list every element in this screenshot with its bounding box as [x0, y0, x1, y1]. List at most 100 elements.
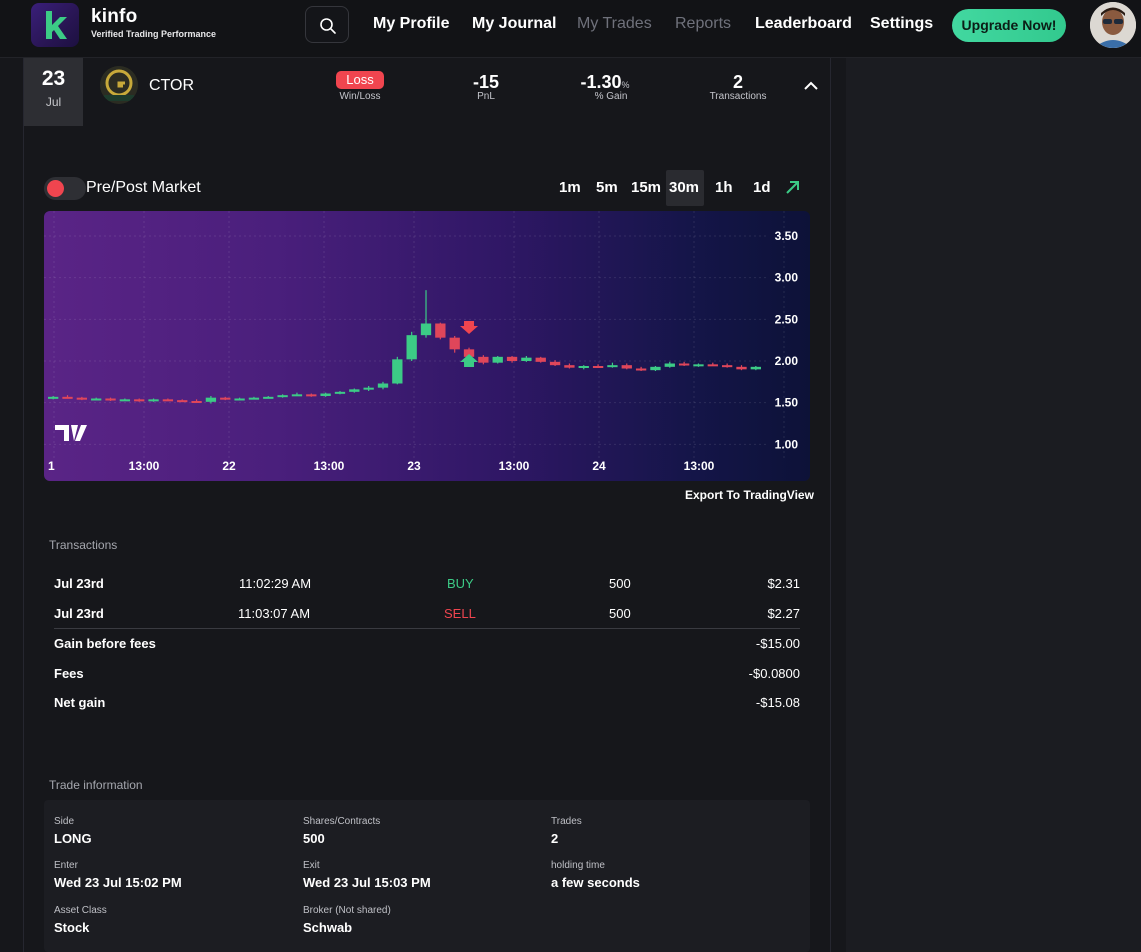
candle-down — [736, 366, 747, 370]
search-button[interactable] — [305, 6, 349, 43]
enter-label: Enter — [54, 860, 78, 871]
tx-price: $2.31 — [767, 576, 800, 591]
candle-up — [291, 394, 303, 397]
chevron-up-icon[interactable] — [802, 79, 820, 91]
side-label: Side — [54, 816, 75, 827]
brand-name: kinfo — [91, 6, 138, 27]
asset-class-label: Asset Class — [54, 905, 107, 916]
trade-date-box: 23 Jul — [24, 58, 83, 126]
asset-class-value: Stock — [54, 920, 90, 935]
avatar[interactable] — [1090, 2, 1136, 48]
transactions-count: 2 — [732, 72, 743, 92]
loss-badge: Loss — [336, 71, 384, 89]
nav-reports[interactable]: Reports — [675, 15, 732, 32]
candle-down — [449, 337, 460, 350]
candle-up — [750, 366, 761, 370]
candle-up — [664, 363, 675, 367]
candle-up — [263, 396, 274, 399]
candle-up — [406, 335, 417, 360]
tradingview-logo-icon — [55, 425, 87, 441]
holding-time-value: a few seconds — [551, 875, 640, 890]
ticker-symbol[interactable]: CTOR — [149, 77, 195, 94]
candle-down — [721, 365, 733, 368]
nav-leaderboard[interactable]: Leaderboard — [755, 15, 852, 32]
tx-time: 11:03:07 AM — [238, 606, 311, 621]
transactions-divider — [54, 628, 800, 629]
x-tick-label: 13:00 — [314, 459, 345, 473]
nav-my-trades[interactable]: My Trades — [577, 15, 652, 32]
timeframe-30m[interactable]: 30m — [669, 179, 700, 196]
candle-down — [592, 366, 604, 368]
candle-down — [105, 398, 116, 401]
candle-down — [62, 396, 73, 399]
candle-down — [220, 397, 231, 400]
candle-up — [148, 399, 159, 402]
candle-up — [48, 396, 59, 399]
trade-info-box — [44, 800, 810, 952]
pre-post-market-toggle[interactable] — [44, 177, 86, 200]
candle-up — [492, 356, 503, 363]
candle-down — [134, 399, 145, 402]
y-tick-label: 2.50 — [775, 312, 799, 326]
candle-up — [349, 389, 360, 392]
net-gain-label: Net gain — [54, 695, 106, 710]
candle-up — [521, 357, 532, 361]
candle-down — [306, 394, 317, 397]
x-tick-label: 22 — [222, 459, 236, 473]
export-tradingview-link[interactable]: Export To TradingView — [685, 488, 814, 502]
candle-down — [678, 363, 690, 366]
gain-value: -1.30% — [575, 72, 635, 93]
y-tick-label: 1.50 — [775, 396, 799, 410]
x-tick-label: 13:00 — [129, 459, 160, 473]
exit-value: Wed 23 Jul 15:03 PM — [303, 875, 431, 890]
x-tick-label: 1 — [48, 459, 55, 473]
candle-up — [650, 366, 661, 371]
x-tick-label: 13:00 — [499, 459, 530, 473]
candle-up — [205, 397, 217, 402]
candle-up — [248, 397, 260, 400]
upgrade-button[interactable]: Upgrade Now! — [952, 9, 1066, 42]
tx-qty: 500 — [609, 606, 631, 621]
candle-up — [277, 395, 288, 398]
fees-label: Fees — [54, 666, 84, 681]
holding-time-label: holding time — [551, 860, 605, 871]
transactions-table — [44, 563, 810, 723]
timeframe-1h[interactable]: 1h — [715, 179, 733, 196]
y-tick-label: 3.00 — [775, 271, 799, 285]
candle-up — [320, 393, 331, 396]
candle-up — [91, 398, 102, 401]
x-tick-label: 13:00 — [684, 459, 715, 473]
toggle-knob — [47, 180, 64, 197]
fees-value: -$0.0800 — [748, 666, 800, 681]
timeframe-5m[interactable]: 5m — [596, 179, 618, 196]
x-tick-label: 24 — [592, 459, 606, 473]
candle-down — [162, 399, 174, 402]
kinfo-logo[interactable] — [31, 3, 79, 47]
nav-my-profile[interactable]: My Profile — [373, 15, 450, 32]
candle-up — [607, 365, 618, 368]
net-gain-value: -$15.08 — [755, 695, 800, 710]
candle-down — [621, 365, 632, 369]
search-icon — [320, 18, 336, 34]
pnl-label: PnL — [477, 91, 495, 102]
timeframe-1m[interactable]: 1m — [559, 179, 581, 196]
gain-before-fees-value: -$15.00 — [755, 636, 800, 651]
win-loss-label: Win/Loss — [339, 91, 381, 102]
top-navigation-bar: kinfo Verified Trading Performance My Pr… — [0, 0, 1141, 58]
nav-my-journal[interactable]: My Journal — [472, 15, 557, 32]
candle-down — [635, 368, 647, 371]
candle-down — [506, 356, 518, 361]
price-chart[interactable]: 3.50 3.00 2.50 2.00 1.50 1.00 1 13:00 22 13:00 23 1… — [44, 211, 810, 481]
nav-settings[interactable]: Settings — [870, 15, 934, 32]
trades-value: 2 — [551, 831, 559, 846]
ticker-logo — [100, 66, 138, 104]
brand-tagline: Verified Trading Performance — [91, 29, 217, 39]
timeframe-15m[interactable]: 15m — [631, 179, 662, 196]
candle-up — [363, 387, 374, 390]
candle-down — [191, 401, 202, 403]
tx-qty: 500 — [609, 576, 631, 591]
shares-label: Shares/Contracts — [303, 816, 381, 827]
arrow-up-right-icon[interactable] — [785, 179, 801, 195]
pnl-value: -15 — [472, 72, 499, 92]
timeframe-1d[interactable]: 1d — [753, 179, 771, 196]
